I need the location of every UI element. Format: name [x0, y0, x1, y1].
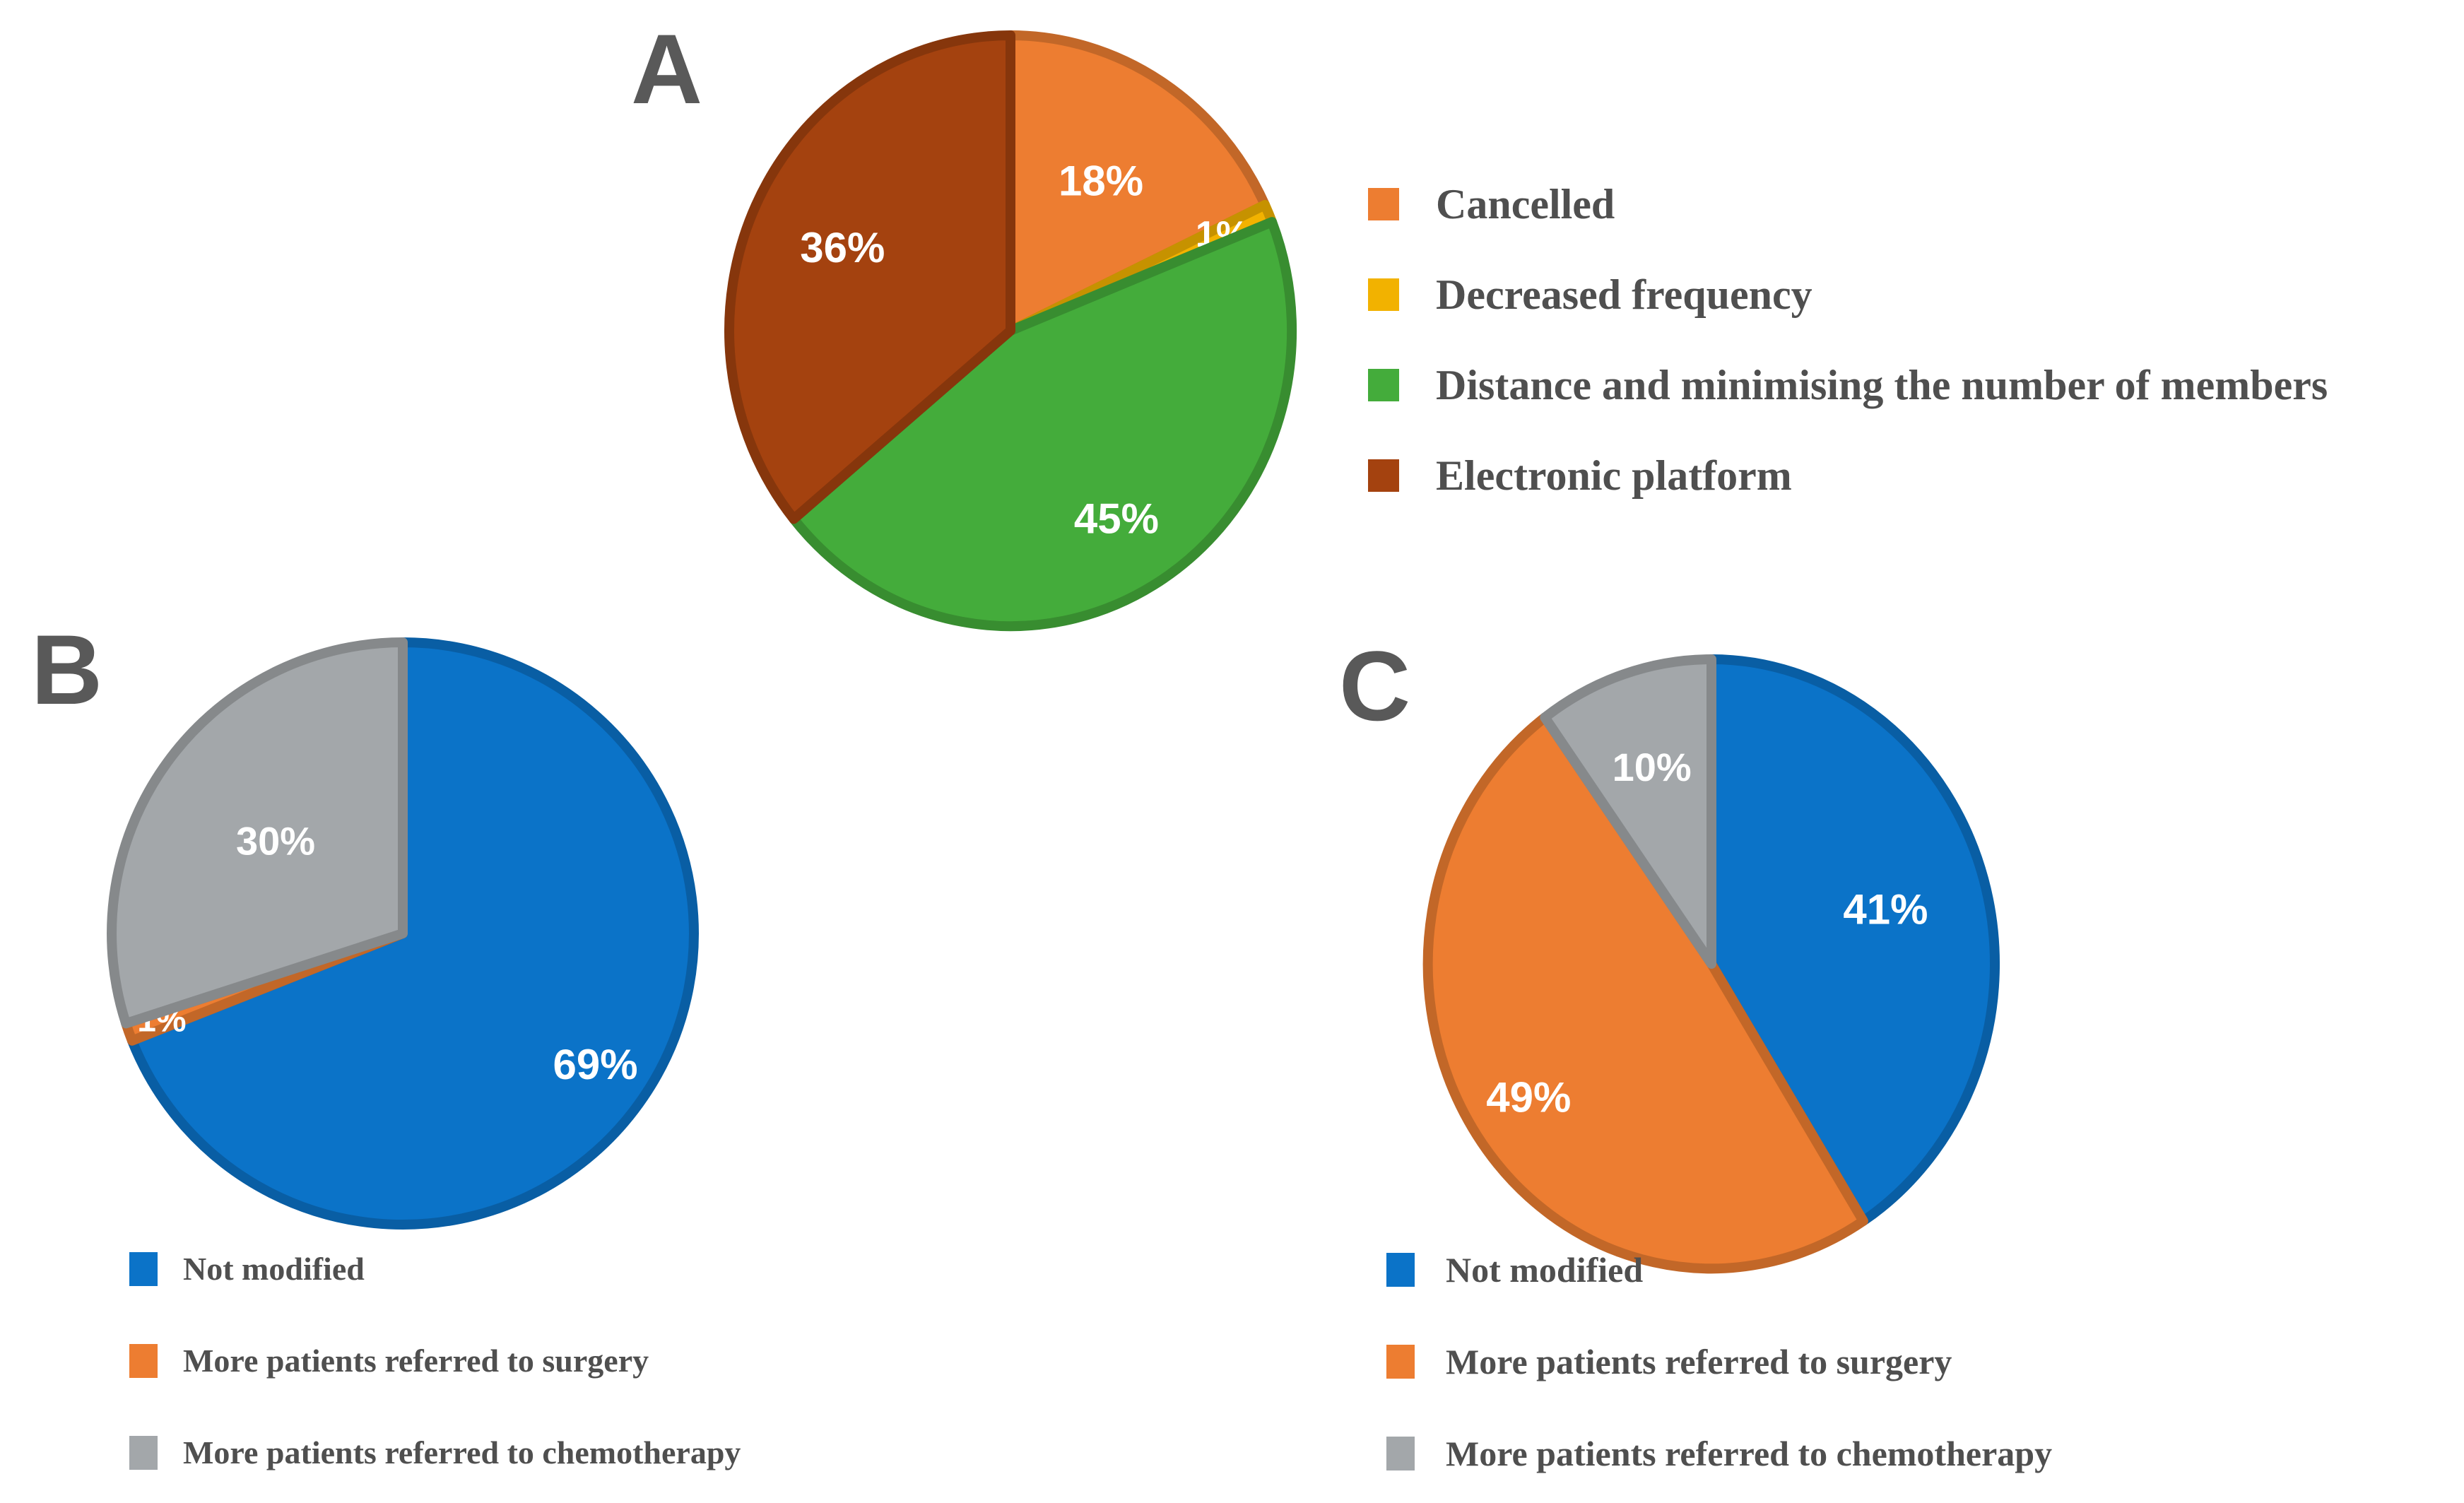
legend-item: Electronic platform	[1368, 454, 1792, 497]
pie-slice-value-label: 45%	[1074, 495, 1159, 543]
legend-label: More patients referred to chemotherapy	[1446, 1434, 2053, 1473]
legend-label: Decreased frequency	[1436, 271, 1812, 318]
legend-swatch-icon	[1386, 1253, 1415, 1287]
pie-chart-b: 69%1%30%	[107, 637, 699, 1230]
pie-slice-value-label: 10%	[1613, 745, 1692, 789]
legend-swatch-icon	[1368, 188, 1399, 220]
pie-slice-value-label: 41%	[1843, 886, 1928, 933]
legend-item: Decreased frequency	[1368, 273, 1812, 316]
pie-slice	[1422, 712, 1868, 1274]
pie-slice	[1006, 30, 1271, 336]
legend-label: More patients referred to surgery	[183, 1343, 649, 1379]
legend-label: Cancelled	[1436, 181, 1615, 228]
legend-item: More patients referred to chemotherapy	[129, 1436, 741, 1470]
pie-slice-value-label: 18%	[1059, 158, 1143, 205]
pie-slice-value-label: 36%	[800, 224, 885, 271]
legend-item: More patients referred to surgery	[129, 1344, 649, 1378]
legend-item: Distance and minimising the number of me…	[1368, 364, 2328, 406]
pie-chart-c: 41% 49% 10%	[1422, 654, 2000, 1274]
legend-label: More patients referred to chemotherapy	[183, 1434, 741, 1470]
legend-item: Not modified	[129, 1252, 365, 1286]
legend-label: Distance and minimising the number of me…	[1436, 362, 2328, 408]
legend-label: Electronic platform	[1436, 452, 1792, 499]
legend-item: More patients referred to chemotherapy	[1386, 1436, 2052, 1471]
pie-slice-value-label: 49%	[1486, 1074, 1571, 1121]
legend-label: More patients referred to surgery	[1446, 1342, 1952, 1381]
legend-swatch-icon	[1368, 369, 1399, 401]
pie-slice	[1540, 654, 1716, 969]
legend-item: Cancelled	[1368, 183, 1615, 225]
legend-swatch-icon	[129, 1252, 158, 1286]
legend-swatch-icon	[1368, 459, 1399, 492]
legend-swatch-icon	[129, 1344, 158, 1378]
pie-slice-value-label: 30%	[236, 819, 315, 864]
pie-slice	[126, 637, 699, 1230]
legend-swatch-icon	[1386, 1437, 1415, 1470]
pie-slice-value-label: 69%	[553, 1041, 638, 1088]
legend-swatch-icon	[129, 1436, 158, 1470]
pie-chart-a: 18%1%45%36%	[724, 30, 1297, 632]
legend-swatch-icon	[1386, 1345, 1415, 1379]
legend-swatch-icon	[1368, 278, 1399, 311]
pie-slice	[789, 217, 1297, 632]
pie-slice	[107, 637, 408, 1029]
panel-letter-b: B	[31, 614, 103, 725]
legend-item: More patients referred to surgery	[1386, 1344, 1952, 1379]
panel-letter-c: C	[1339, 630, 1411, 741]
pie-slice	[724, 30, 1015, 524]
legend-label: Not modified	[183, 1251, 365, 1287]
panel-letter-a: A	[631, 13, 703, 124]
